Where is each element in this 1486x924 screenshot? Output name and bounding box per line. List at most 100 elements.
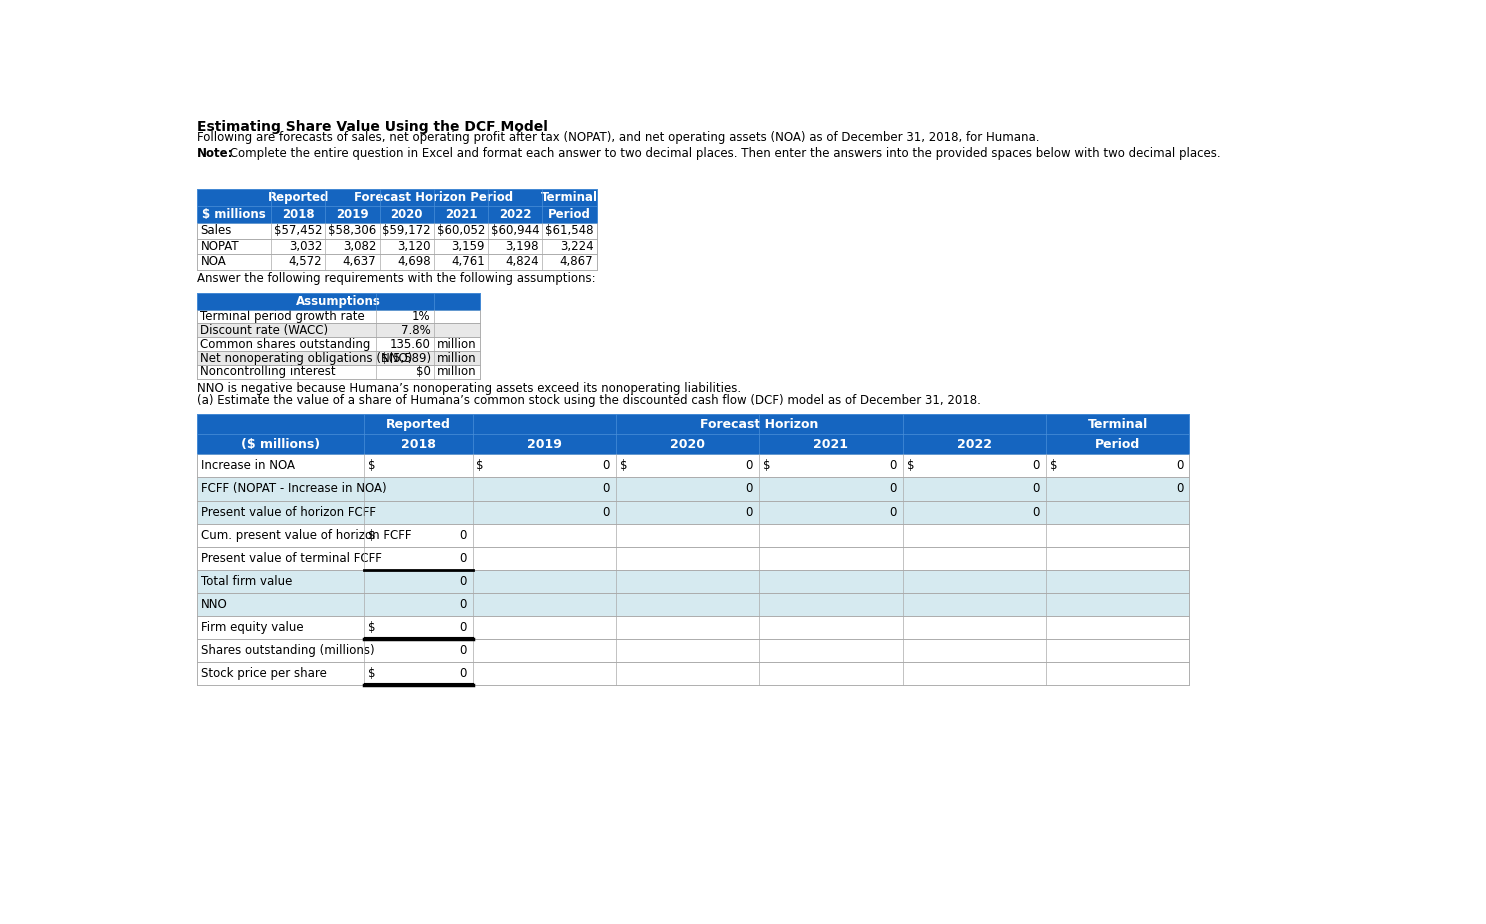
Text: 0: 0 (889, 505, 896, 518)
Text: 0: 0 (889, 459, 896, 472)
Text: million: million (437, 351, 477, 365)
Bar (198, 337, 480, 351)
Text: 4,637: 4,637 (343, 255, 376, 268)
Text: 3,224: 3,224 (560, 240, 593, 253)
Text: $: $ (369, 459, 376, 472)
Bar (198, 206, 596, 224)
Text: $: $ (1051, 459, 1058, 472)
Text: Noncontrolling interest: Noncontrolling interest (201, 365, 336, 379)
Text: Stock price per share: Stock price per share (201, 667, 327, 680)
Text: NOA: NOA (201, 255, 226, 268)
Text: 2022: 2022 (499, 208, 532, 222)
Text: Increase in NOA: Increase in NOA (201, 459, 296, 472)
Bar (198, 663, 1189, 686)
Text: 2020: 2020 (670, 438, 704, 451)
Text: $60,052: $60,052 (437, 225, 484, 237)
Bar (198, 351, 480, 365)
Text: ($ millions): ($ millions) (241, 438, 321, 451)
Text: 0: 0 (459, 598, 467, 611)
Text: 3,159: 3,159 (452, 240, 484, 253)
Text: 2021: 2021 (444, 208, 477, 222)
Text: 4,867: 4,867 (560, 255, 593, 268)
Text: 4,698: 4,698 (397, 255, 431, 268)
Text: 0: 0 (1033, 505, 1040, 518)
Text: Reported: Reported (267, 191, 328, 204)
Text: 0: 0 (459, 529, 467, 541)
Text: 7.8%: 7.8% (401, 323, 431, 337)
Text: 2019: 2019 (526, 438, 562, 451)
Text: Firm equity value: Firm equity value (201, 621, 303, 634)
Text: 2019: 2019 (336, 208, 369, 222)
Bar (198, 501, 1189, 524)
Text: (a) Estimate the value of a share of Humana’s common stock using the discounted : (a) Estimate the value of a share of Hum… (198, 394, 981, 407)
Text: Present value of terminal FCFF: Present value of terminal FCFF (201, 552, 382, 565)
Text: 0: 0 (459, 621, 467, 634)
Text: 2018: 2018 (282, 208, 315, 222)
Text: 0: 0 (459, 644, 467, 657)
Bar (198, 323, 480, 337)
Text: 2021: 2021 (813, 438, 849, 451)
Bar (198, 570, 1189, 593)
Text: Note:: Note: (198, 147, 233, 160)
Text: Total firm value: Total firm value (201, 575, 293, 588)
Bar (198, 639, 1189, 663)
Text: Terminal: Terminal (541, 191, 597, 204)
Text: NNO: NNO (201, 598, 227, 611)
Text: Answer the following requirements with the following assumptions:: Answer the following requirements with t… (198, 273, 596, 286)
Text: 2020: 2020 (391, 208, 424, 222)
Text: 0: 0 (1175, 482, 1183, 495)
Text: Complete the entire question in Excel and format each answer to two decimal plac: Complete the entire question in Excel an… (226, 147, 1220, 160)
Text: 0: 0 (746, 459, 753, 472)
Text: Assumptions: Assumptions (296, 295, 382, 308)
Bar (198, 238, 596, 254)
Bar (198, 524, 1189, 547)
Text: 3,032: 3,032 (288, 240, 322, 253)
Text: 2022: 2022 (957, 438, 991, 451)
Text: Cum. present value of horizon FCFF: Cum. present value of horizon FCFF (201, 529, 412, 541)
Text: $: $ (764, 459, 771, 472)
Text: $58,306: $58,306 (328, 225, 376, 237)
Text: million: million (437, 337, 477, 351)
Bar (198, 455, 1189, 478)
Bar (198, 310, 480, 323)
Text: Terminal period growth rate: Terminal period growth rate (201, 310, 366, 323)
Bar (198, 478, 1189, 501)
Text: 0: 0 (459, 552, 467, 565)
Text: Estimating Share Value Using the DCF Model: Estimating Share Value Using the DCF Mod… (198, 120, 548, 134)
Bar (198, 224, 596, 238)
Text: million: million (437, 365, 477, 379)
Text: Reported: Reported (386, 418, 450, 431)
Text: $59,172: $59,172 (382, 225, 431, 237)
Bar (198, 414, 1189, 434)
Text: Period: Period (1095, 438, 1140, 451)
Text: $: $ (369, 529, 376, 541)
Text: $0: $0 (416, 365, 431, 379)
Text: $: $ (369, 621, 376, 634)
Bar (198, 293, 480, 310)
Text: $ millions: $ millions (202, 208, 266, 222)
Bar (198, 365, 480, 379)
Text: NNO is negative because Humana’s nonoperating assets exceed its nonoperating lia: NNO is negative because Humana’s nonoper… (198, 382, 742, 395)
Text: $: $ (906, 459, 914, 472)
Bar (198, 593, 1189, 616)
Text: Terminal: Terminal (1088, 418, 1147, 431)
Text: 4,824: 4,824 (505, 255, 539, 268)
Text: 3,120: 3,120 (397, 240, 431, 253)
Text: 0: 0 (602, 459, 609, 472)
Bar (198, 254, 596, 270)
Text: 3,082: 3,082 (343, 240, 376, 253)
Text: 0: 0 (602, 482, 609, 495)
Text: $57,452: $57,452 (273, 225, 322, 237)
Text: 0: 0 (459, 575, 467, 588)
Text: $61,548: $61,548 (545, 225, 593, 237)
Text: 0: 0 (459, 667, 467, 680)
Text: FCFF (NOPAT - Increase in NOA): FCFF (NOPAT - Increase in NOA) (201, 482, 386, 495)
Text: $: $ (620, 459, 627, 472)
Text: 0: 0 (1033, 482, 1040, 495)
Text: Forecast Horizon Period: Forecast Horizon Period (354, 191, 513, 204)
Text: Common shares outstanding: Common shares outstanding (201, 337, 372, 351)
Text: Sales: Sales (201, 225, 232, 237)
Text: $: $ (369, 667, 376, 680)
Text: Net nonoperating obligations (NNO): Net nonoperating obligations (NNO) (201, 351, 413, 365)
Text: 0: 0 (1175, 459, 1183, 472)
